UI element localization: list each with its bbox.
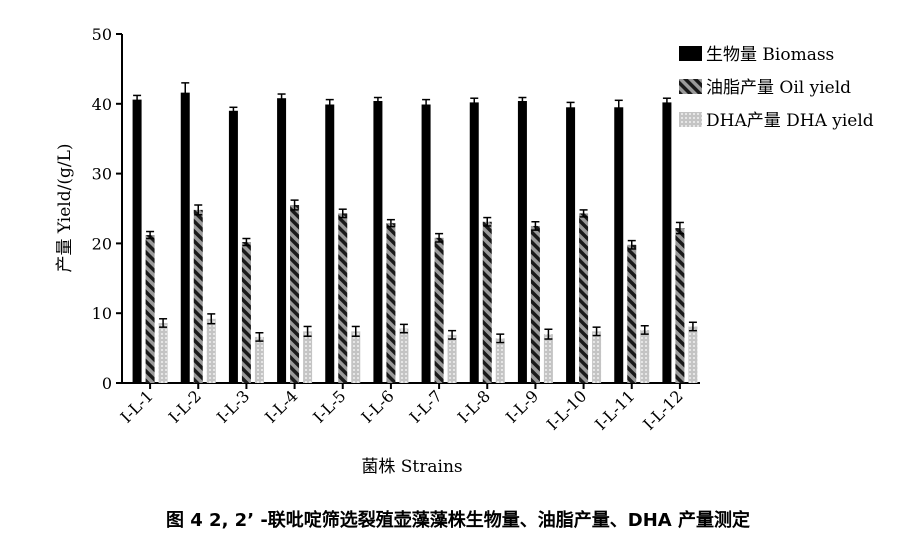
legend-swatch xyxy=(679,79,702,94)
y-tick-label: 50 xyxy=(92,25,112,44)
bar xyxy=(482,221,492,383)
bar xyxy=(592,331,602,383)
x-tick-label: I-L-5 xyxy=(309,386,349,426)
bar xyxy=(241,242,251,383)
bar xyxy=(386,223,396,383)
bar xyxy=(193,209,203,383)
bar xyxy=(158,322,168,383)
legend-swatch xyxy=(679,46,702,61)
bar xyxy=(566,107,576,383)
y-tick-label: 30 xyxy=(92,165,112,184)
x-tick-label: I-L-2 xyxy=(165,386,205,426)
bar xyxy=(579,213,589,383)
bar xyxy=(530,225,540,383)
x-tick-label: I-L-9 xyxy=(502,386,542,426)
x-axis-label: 菌株 Strains xyxy=(361,457,462,477)
bar xyxy=(399,328,409,383)
bars xyxy=(132,82,698,384)
bar xyxy=(373,101,383,384)
y-tick-label: 10 xyxy=(92,304,112,323)
y-tick-label: 40 xyxy=(92,95,112,114)
x-tick-label: I-L-10 xyxy=(543,386,590,433)
bar xyxy=(421,104,431,384)
bar xyxy=(325,104,335,384)
bar xyxy=(206,318,216,383)
bar xyxy=(228,110,238,383)
bar xyxy=(662,102,672,384)
bar xyxy=(132,99,142,383)
legend: 生物量 Biomass 油脂产量 Oil yield DHA产量 DHA yield xyxy=(679,45,874,131)
figure-caption: 图 4 2, 2’ -联吡啶筛选裂殖壶藻藻株生物量、油脂产量、DHA 产量测定 xyxy=(166,510,750,531)
bar xyxy=(145,235,155,383)
x-tick-label: I-L-4 xyxy=(261,386,301,426)
y-tick-label: 0 xyxy=(102,374,112,393)
bar xyxy=(254,336,264,383)
bar xyxy=(543,334,553,383)
y-axis-label: 产量 Yield/(g/L) xyxy=(55,143,75,272)
bar xyxy=(277,98,287,383)
bar xyxy=(675,228,685,383)
bar xyxy=(338,213,348,383)
y-tick-label: 20 xyxy=(92,234,112,253)
bar xyxy=(517,101,527,384)
bar xyxy=(469,102,479,384)
bar xyxy=(495,338,505,383)
legend-swatch xyxy=(679,112,702,127)
legend-label: 油脂产量 Oil yield xyxy=(706,78,851,98)
bar xyxy=(627,244,637,383)
bar xyxy=(434,237,444,383)
x-tick-label: I-L-7 xyxy=(406,386,446,426)
x-tick-label: I-L-3 xyxy=(213,386,253,426)
x-tick-label: I-L-6 xyxy=(357,386,397,426)
bar xyxy=(447,334,457,383)
bar xyxy=(614,107,624,383)
legend-label: 生物量 Biomass xyxy=(706,45,834,65)
x-tick-label: I-L-8 xyxy=(454,386,494,426)
bar xyxy=(640,329,650,383)
bar xyxy=(180,92,190,384)
x-tick-label: I-L-12 xyxy=(639,386,686,433)
bar xyxy=(303,331,313,383)
x-tick-label: I-L-11 xyxy=(591,386,638,433)
bar xyxy=(290,205,300,383)
x-tick-label: I-L-1 xyxy=(117,386,157,426)
legend-label: DHA产量 DHA yield xyxy=(706,111,874,131)
bar xyxy=(688,326,698,383)
bar xyxy=(351,331,361,383)
